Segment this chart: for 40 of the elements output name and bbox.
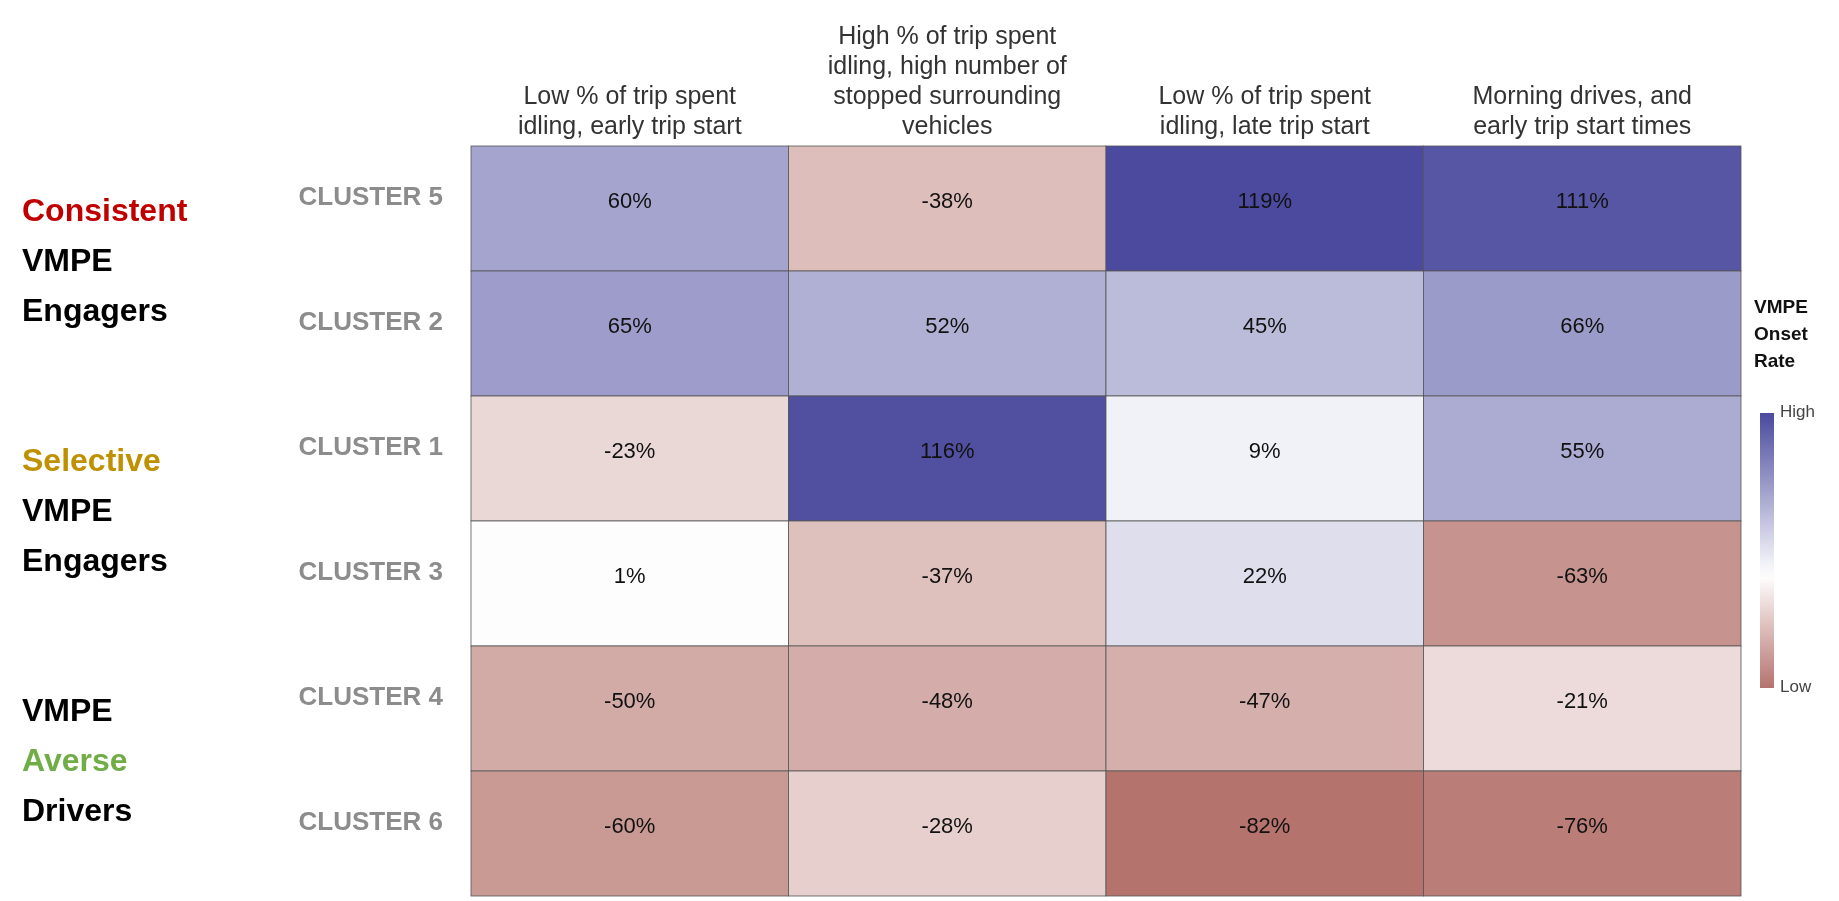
data-label: 9%: [1248, 438, 1281, 464]
data-label: 111%: [1555, 188, 1609, 214]
data-label: -21%: [1556, 688, 1608, 714]
data-label: 22%: [1242, 563, 1287, 589]
text: VMPE Averse Drivers: [22, 692, 133, 828]
text: Consistent VMPE Engagers: [22, 192, 188, 328]
data-label: -60%: [604, 813, 656, 839]
x-tick-label: Low % of trip spent idling, early trip start: [517, 81, 742, 139]
data-label: -82%: [1239, 813, 1291, 839]
y-tick-label: CLUSTER 6: [298, 806, 443, 837]
text: Selective VMPE Engagers: [22, 442, 168, 578]
data-label: 66%: [1560, 313, 1605, 339]
y-tick-label: CLUSTER 4: [298, 681, 444, 712]
data-label: 45%: [1242, 313, 1287, 339]
x-tick-label: High % of trip spent idling, high number of stopped surrounding vehicles: [827, 21, 1067, 139]
data-label: -76%: [1556, 813, 1608, 839]
data-label: -38%: [921, 188, 973, 214]
data-label: 60%: [607, 188, 652, 214]
data-label: -48%: [921, 688, 973, 714]
data-label: 52%: [925, 313, 970, 339]
data-label: -37%: [921, 563, 973, 589]
data-label: -23%: [604, 438, 656, 464]
data-label: -47%: [1239, 688, 1291, 714]
data-label: 1%: [613, 563, 646, 589]
color-bar-label: High: [1780, 402, 1815, 422]
data-label: 65%: [607, 313, 652, 339]
y-tick-label: CLUSTER 1: [298, 431, 443, 462]
data-label: 119%: [1237, 188, 1293, 214]
data-label: -28%: [921, 813, 973, 839]
color-bar-label: Low: [1780, 677, 1812, 697]
data-label: 55%: [1560, 438, 1605, 464]
data-label: -63%: [1556, 563, 1608, 589]
y-tick-label: CLUSTER 3: [298, 556, 443, 587]
x-tick-label: Low % of trip spent idling, late trip start: [1158, 81, 1372, 139]
data-label: -50%: [604, 688, 656, 714]
color-bar-title: VMPE Onset Rate: [1754, 296, 1809, 371]
data-label: 116%: [919, 438, 975, 464]
y-tick-label: CLUSTER 5: [298, 181, 443, 212]
x-tick-label: Morning drives, and early trip start times: [1472, 81, 1693, 139]
y-tick-label: CLUSTER 2: [298, 306, 443, 337]
